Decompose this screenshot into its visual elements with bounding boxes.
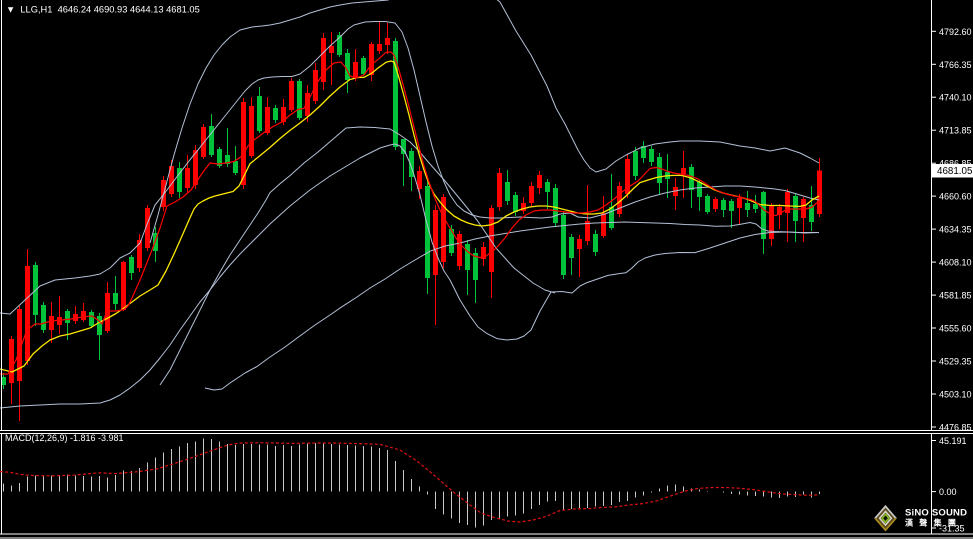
- svg-text:4792.60: 4792.60: [939, 27, 972, 37]
- svg-text:45.191: 45.191: [939, 436, 967, 446]
- svg-text:4634.35: 4634.35: [939, 225, 972, 235]
- svg-text:MACD(12,26,9) -1.816 -3.981: MACD(12,26,9) -1.816 -3.981: [5, 433, 124, 443]
- svg-text:4581.85: 4581.85: [939, 291, 972, 301]
- svg-text:4660.60: 4660.60: [939, 192, 972, 202]
- svg-text:4713.85: 4713.85: [939, 126, 972, 136]
- svg-text:4686.85: 4686.85: [939, 159, 972, 169]
- svg-text:SiNO SOUND: SiNO SOUND: [905, 508, 967, 519]
- svg-text:4529.35: 4529.35: [939, 357, 972, 367]
- svg-text:4503.10: 4503.10: [939, 390, 972, 400]
- svg-text:4476.85: 4476.85: [939, 423, 972, 433]
- svg-text:4555.60: 4555.60: [939, 324, 972, 334]
- svg-text:4608.10: 4608.10: [939, 258, 972, 268]
- svg-text:4681.05: 4681.05: [937, 166, 973, 177]
- svg-text:4766.35: 4766.35: [939, 60, 972, 70]
- svg-text:▼ LLG,H1 4646.24 4690.93 464: ▼ LLG,H1 4646.24 4690.93 4644.13 4681.05: [6, 5, 200, 15]
- svg-text:漢聲集團: 漢聲集團: [905, 518, 962, 528]
- svg-text:0.00: 0.00: [939, 487, 957, 497]
- svg-text:4740.10: 4740.10: [939, 93, 972, 103]
- svg-text:-31.35: -31.35: [939, 524, 965, 534]
